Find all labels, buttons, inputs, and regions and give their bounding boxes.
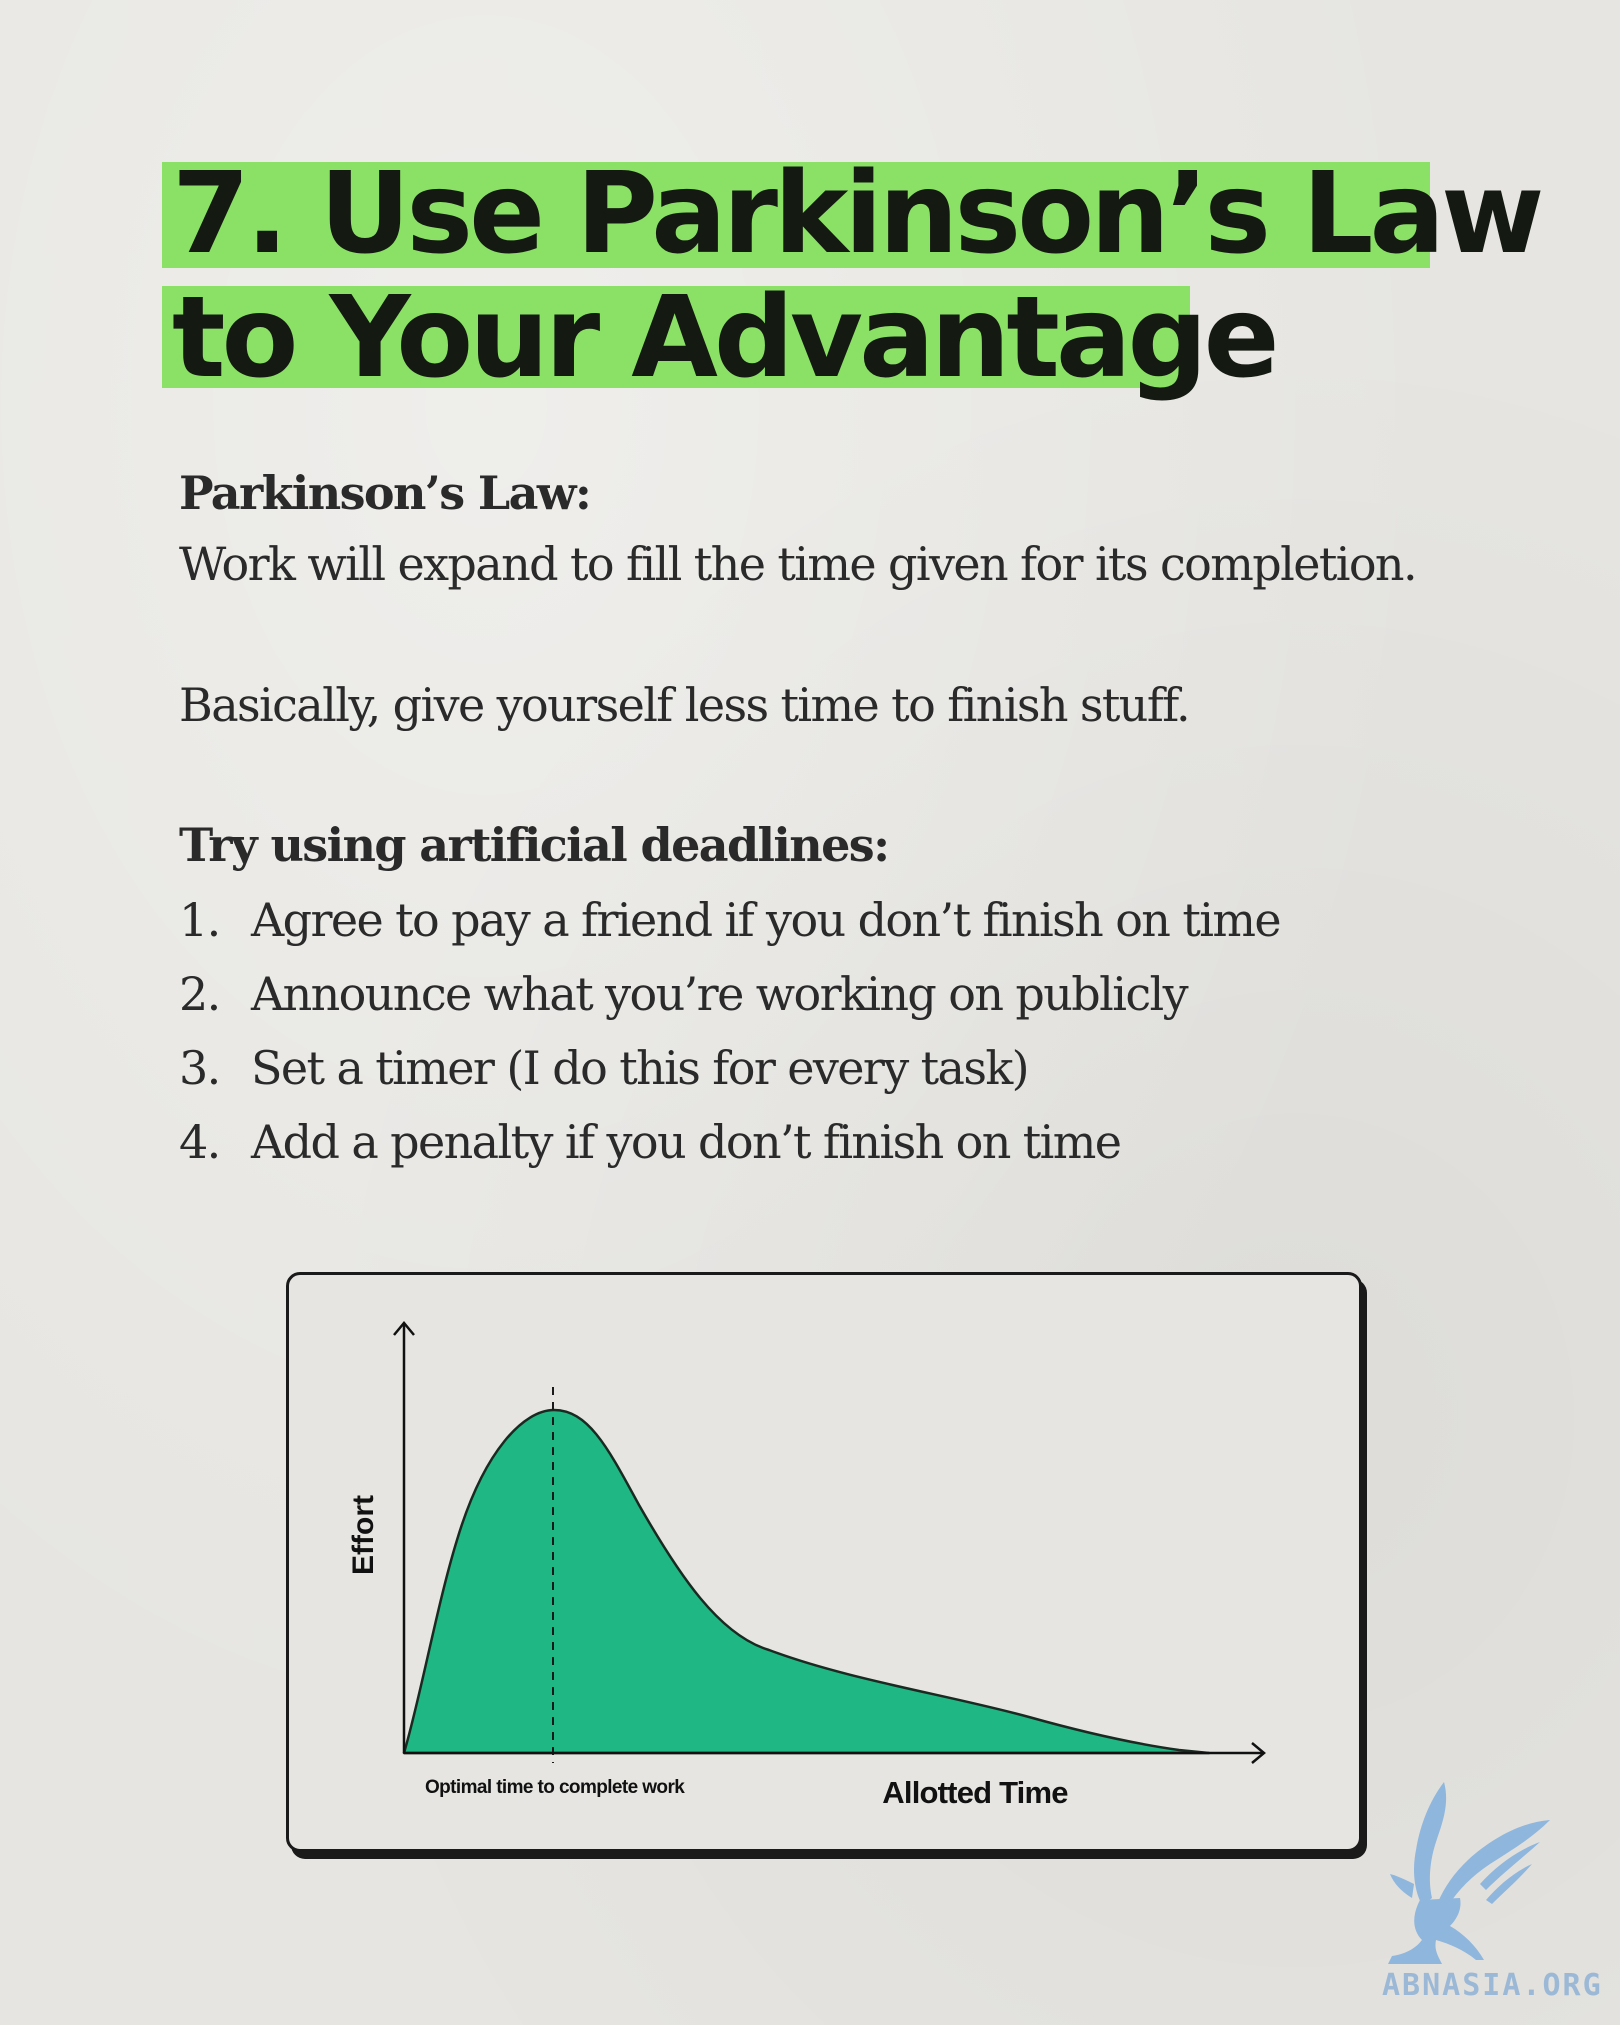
diagram-frame: Effort Optimal time to complete work All… <box>286 1272 1362 1852</box>
list-item-text: Add a penalty if you don’t finish on tim… <box>251 1115 1122 1169</box>
law-text: Work will expand to fill the time given … <box>179 537 1418 591</box>
list-item-text: Set a timer (I do this for every task) <box>251 1041 1030 1095</box>
effort-curve <box>402 1408 1211 1755</box>
list-item-number: 2. <box>179 967 221 1021</box>
list-item-number: 1. <box>179 893 221 947</box>
title-line-2: to Your Advantage <box>162 279 1280 397</box>
list-item-text: Agree to pay a friend if you don’t finis… <box>251 893 1282 947</box>
x-axis-arrow-icon <box>1251 1742 1266 1764</box>
list-item-number: 3. <box>179 1041 221 1095</box>
deadlines-heading: Try using artificial deadlines: <box>179 818 890 872</box>
optimal-time-label: Optimal time to complete work <box>425 1777 685 1798</box>
list-item-number: 4. <box>179 1115 221 1169</box>
y-axis-arrow-icon <box>393 1321 415 1336</box>
parkinsons-law-diagram: Effort Optimal time to complete work All… <box>347 1321 1266 1810</box>
list-item-text: Announce what you’re working on publicly <box>251 967 1189 1021</box>
title-line-1: 7. Use Parkinson’s Law <box>162 155 1544 273</box>
summary-text: Basically, give yourself less time to fi… <box>179 678 1191 732</box>
griffin-logo-icon <box>1388 1782 1550 1964</box>
x-axis-label: Allotted Time <box>882 1775 1068 1810</box>
y-axis-label: Effort <box>347 1495 380 1575</box>
law-heading: Parkinson’s Law: <box>179 466 592 520</box>
watermark-text: ABNASIA.ORG <box>1382 1968 1603 2003</box>
